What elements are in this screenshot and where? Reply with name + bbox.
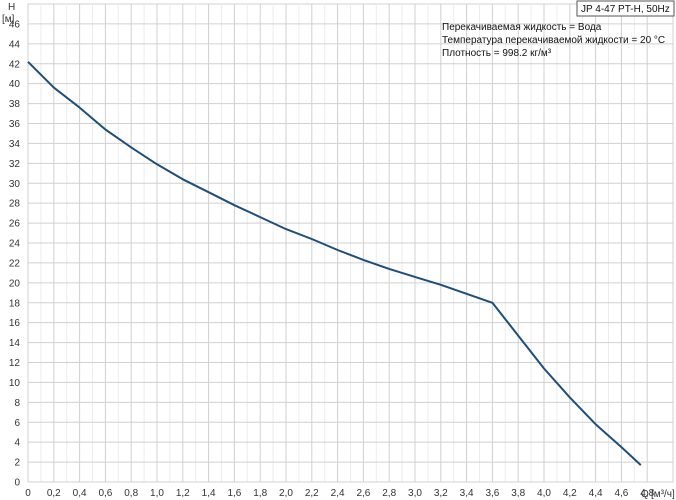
y-tick-label: 2 xyxy=(14,458,20,469)
y-axis-title: H [м] xyxy=(2,2,15,25)
y-tick-label: 10 xyxy=(9,378,21,389)
y-tick-label: 36 xyxy=(9,119,21,130)
x-tick-label: 4,8 xyxy=(640,488,654,499)
pump-curve-line xyxy=(27,61,642,466)
x-tick-label: 0,4 xyxy=(73,488,87,499)
x-tick-label: 1,6 xyxy=(227,488,241,499)
y-tick-label: 40 xyxy=(9,79,21,90)
y-tick-label: 14 xyxy=(9,338,21,349)
y-tick-label: 6 xyxy=(14,418,20,429)
x-tick-label: 0,2 xyxy=(47,488,61,499)
x-tick-label: 1,0 xyxy=(150,488,164,499)
y-tick-label: 26 xyxy=(9,219,21,230)
x-tick-label: 0 xyxy=(25,488,31,499)
y-tick-label: 44 xyxy=(9,39,21,50)
x-tick-label: 2,6 xyxy=(356,488,370,499)
x-tick-label: 3,8 xyxy=(511,488,525,499)
y-tick-label: 22 xyxy=(9,258,21,269)
x-axis-unit: [м³/ч] xyxy=(651,489,675,500)
x-tick-label: 2,4 xyxy=(331,488,345,499)
x-tick-label: 1,8 xyxy=(253,488,267,499)
annotation-density: Плотность = 998.2 кг/м³ xyxy=(442,48,552,59)
x-tick-label: 3,6 xyxy=(485,488,499,499)
x-tick-label: 3,4 xyxy=(460,488,474,499)
x-tick-label: 1,4 xyxy=(202,488,216,499)
y-axis-unit: [м] xyxy=(2,14,15,25)
grid-lines xyxy=(27,3,674,483)
x-tick-label: 3,2 xyxy=(434,488,448,499)
y-tick-label: 32 xyxy=(9,159,21,170)
x-tick-label: 1,2 xyxy=(176,488,190,499)
y-tick-label: 24 xyxy=(9,239,21,250)
y-tick-label: 38 xyxy=(9,99,21,110)
annotation-temperature: Температура перекачиваемой жидкости = 20… xyxy=(442,35,665,46)
y-tick-label: 30 xyxy=(9,179,21,190)
y-tick-label: 46 xyxy=(9,19,21,30)
chart-title: JP 4-47 PT-H, 50Hz xyxy=(581,4,670,15)
x-tick-label: 3,0 xyxy=(408,488,422,499)
y-tick-label: 20 xyxy=(9,278,21,289)
y-tick-label: 0 xyxy=(14,478,20,489)
y-tick-label: 8 xyxy=(14,398,20,409)
x-tick-label: 4,0 xyxy=(537,488,551,499)
y-tick-label: 28 xyxy=(9,199,21,210)
x-tick-label: 4,4 xyxy=(589,488,603,499)
y-tick-label: 4 xyxy=(14,438,20,449)
x-tick-label: 0,6 xyxy=(98,488,112,499)
chart-title-box: JP 4-47 PT-H, 50Hz xyxy=(576,0,675,17)
y-tick-label: 18 xyxy=(9,298,21,309)
x-tick-label: 0,8 xyxy=(124,488,138,499)
y-axis-symbol: H xyxy=(8,2,15,13)
x-tick-label: 2,0 xyxy=(279,488,293,499)
y-tick-label: 12 xyxy=(9,358,21,369)
tick-labels: 0 0,2 0,4 0,6 0,8 1,0 1,2 1,4 1,6 1,8 2,0 2,2 2,4 2,6… xyxy=(9,19,655,499)
y-tick-label: 16 xyxy=(9,318,21,329)
x-tick-label: 4,2 xyxy=(563,488,577,499)
x-axis-symbol: Q xyxy=(641,489,649,500)
x-axis-title: Q [м³/ч] xyxy=(641,489,675,500)
series-layer xyxy=(27,61,642,466)
y-tick-label: 34 xyxy=(9,139,21,150)
x-tick-label: 2,8 xyxy=(382,488,396,499)
x-tick-label: 2,2 xyxy=(305,488,319,499)
annotation-liquid: Перекачиваемая жидкость = Вода xyxy=(442,22,602,33)
title-box-frame xyxy=(576,0,675,17)
y-tick-label: 42 xyxy=(9,59,21,70)
x-tick-label: 4,6 xyxy=(614,488,628,499)
fluid-annotations: Перекачиваемая жидкость = Вода Температу… xyxy=(442,22,665,59)
